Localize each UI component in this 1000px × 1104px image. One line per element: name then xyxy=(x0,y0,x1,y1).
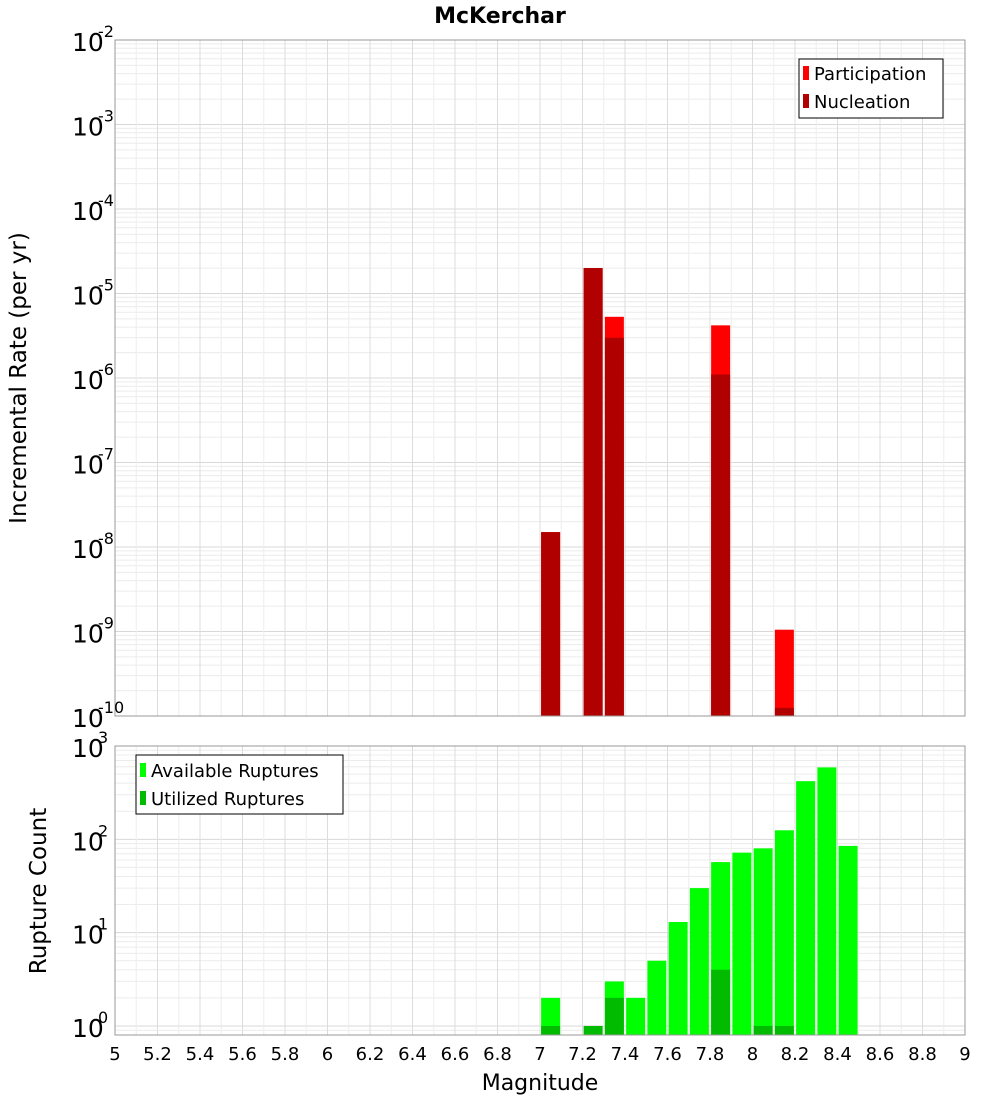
top-plot-grid xyxy=(114,39,966,717)
x-tick-label: 5.4 xyxy=(186,1044,215,1065)
rate-y-tick-exponent: -2 xyxy=(98,22,114,41)
count-y-tick-label: 10 xyxy=(72,827,104,856)
rate-y-tick-exponent: -4 xyxy=(98,191,114,210)
count-bar-a xyxy=(796,781,816,1035)
x-tick-label: 6.2 xyxy=(356,1044,385,1065)
x-tick-label: 6.6 xyxy=(441,1044,470,1065)
x-tick-label: 7.4 xyxy=(611,1044,640,1065)
x-tick-label: 5.8 xyxy=(271,1044,300,1065)
bottom-plot-frame xyxy=(114,745,966,1036)
rate-y-tick-label: 10 xyxy=(72,535,104,564)
x-tick-label: 5.6 xyxy=(228,1044,257,1065)
x-axis-label: Magnitude xyxy=(482,1071,599,1096)
chart-title: McKerchar xyxy=(434,4,566,29)
count-bar-a xyxy=(753,848,773,1035)
x-tick-label: 5 xyxy=(109,1044,120,1065)
rate-bar-b xyxy=(711,374,731,716)
count-bar-a xyxy=(732,852,752,1035)
top-plot-bars xyxy=(541,268,794,716)
x-tick-label: 8.6 xyxy=(866,1044,895,1065)
rate-y-tick-exponent: -9 xyxy=(98,614,114,633)
x-tick-label: 8.8 xyxy=(908,1044,937,1065)
count-bar-a xyxy=(689,888,709,1035)
bottom-plot-bars xyxy=(541,767,858,1035)
rate-y-tick-label: 10 xyxy=(72,197,104,226)
rate-y-tick-label: 10 xyxy=(72,704,104,733)
rate-bar-b xyxy=(774,707,794,716)
count-bar-a xyxy=(817,767,837,1035)
count-y-tick-label: 10 xyxy=(72,734,104,763)
x-tick-label: 6.4 xyxy=(398,1044,427,1065)
x-axis-ticks: 5 5.2 5.4 5.6 5.8 6 6.2 6.4 6.6 6.8 7 7.2 7.4 7.6 7.8 8… xyxy=(109,1044,970,1065)
rate-y-tick-label: 10 xyxy=(72,620,104,649)
rate-y-tick-label: 10 xyxy=(72,366,104,395)
x-tick-label: 9 xyxy=(959,1044,970,1065)
bottom-legend: Available Ruptures Utilized Ruptures xyxy=(135,754,344,815)
rate-bar-b xyxy=(604,337,624,716)
count-bar-a xyxy=(668,922,688,1035)
count-y-tick-exponent: 0 xyxy=(98,1008,108,1027)
rate-bar-b xyxy=(541,532,561,716)
count-bar-a xyxy=(541,997,561,1035)
count-y-tick-exponent: 3 xyxy=(98,728,108,747)
x-tick-label: 7.6 xyxy=(653,1044,682,1065)
rate-y-tick-exponent: -5 xyxy=(98,276,114,295)
top-legend: Participation Nucleation xyxy=(798,58,944,119)
count-bar-b xyxy=(711,969,731,1035)
count-bar-b xyxy=(583,1025,603,1035)
x-tick-label: 7.2 xyxy=(568,1044,597,1065)
legend-label-participation: Participation xyxy=(814,64,926,85)
count-bar-b xyxy=(753,1025,773,1035)
rate-y-tick-label: 10 xyxy=(72,451,104,480)
bottom-legend-box xyxy=(135,754,344,815)
x-tick-label: 8.4 xyxy=(823,1044,852,1065)
rate-y-tick-label: 10 xyxy=(72,113,104,142)
top-y-axis-label: Incremental Rate (per yr) xyxy=(6,232,32,524)
bottom-y-axis-label: Rupture Count xyxy=(26,808,52,974)
count-bar-a xyxy=(647,960,667,1035)
legend-swatch-available-ruptures xyxy=(140,763,146,777)
x-tick-label: 8.2 xyxy=(781,1044,810,1065)
x-tick-label: 6.8 xyxy=(483,1044,512,1065)
count-bar-b xyxy=(604,997,624,1035)
count-y-tick-label: 10 xyxy=(72,1014,104,1043)
count-bar-a xyxy=(774,830,794,1035)
legend-label-nucleation: Nucleation xyxy=(814,92,910,113)
legend-label-available-ruptures: Available Ruptures xyxy=(151,761,319,782)
count-y-tick-label: 10 xyxy=(72,921,104,950)
rate-y-tick-label: 10 xyxy=(72,28,104,57)
legend-swatch-nucleation xyxy=(803,94,809,108)
legend-swatch-utilized-ruptures xyxy=(140,791,146,805)
x-tick-label: 6 xyxy=(322,1044,333,1065)
count-bar-a xyxy=(838,845,858,1035)
rate-y-tick-exponent: -3 xyxy=(98,107,114,126)
rate-y-tick-exponent: -7 xyxy=(98,445,114,464)
x-tick-label: 5.2 xyxy=(143,1044,172,1065)
count-bar-b xyxy=(541,1025,561,1035)
rate-y-tick-label: 10 xyxy=(72,282,104,311)
x-tick-label: 7 xyxy=(534,1044,545,1065)
rate-bar-a xyxy=(774,629,794,716)
legend-label-utilized-ruptures: Utilized Ruptures xyxy=(151,789,304,810)
count-y-tick-exponent: 1 xyxy=(98,915,108,934)
top-plot-frame xyxy=(114,39,966,717)
x-tick-label: 8 xyxy=(747,1044,758,1065)
x-tick-label: 7.8 xyxy=(696,1044,725,1065)
top-legend-box xyxy=(798,58,944,119)
rate-bar-b xyxy=(583,268,603,716)
rate-y-tick-exponent: -6 xyxy=(98,360,114,379)
count-y-tick-exponent: 2 xyxy=(98,821,108,840)
count-bar-b xyxy=(774,1025,794,1035)
rate-y-tick-exponent: -10 xyxy=(98,698,124,717)
count-bar-a xyxy=(626,997,646,1035)
rate-y-tick-exponent: -8 xyxy=(98,529,114,548)
legend-swatch-participation xyxy=(803,66,809,80)
